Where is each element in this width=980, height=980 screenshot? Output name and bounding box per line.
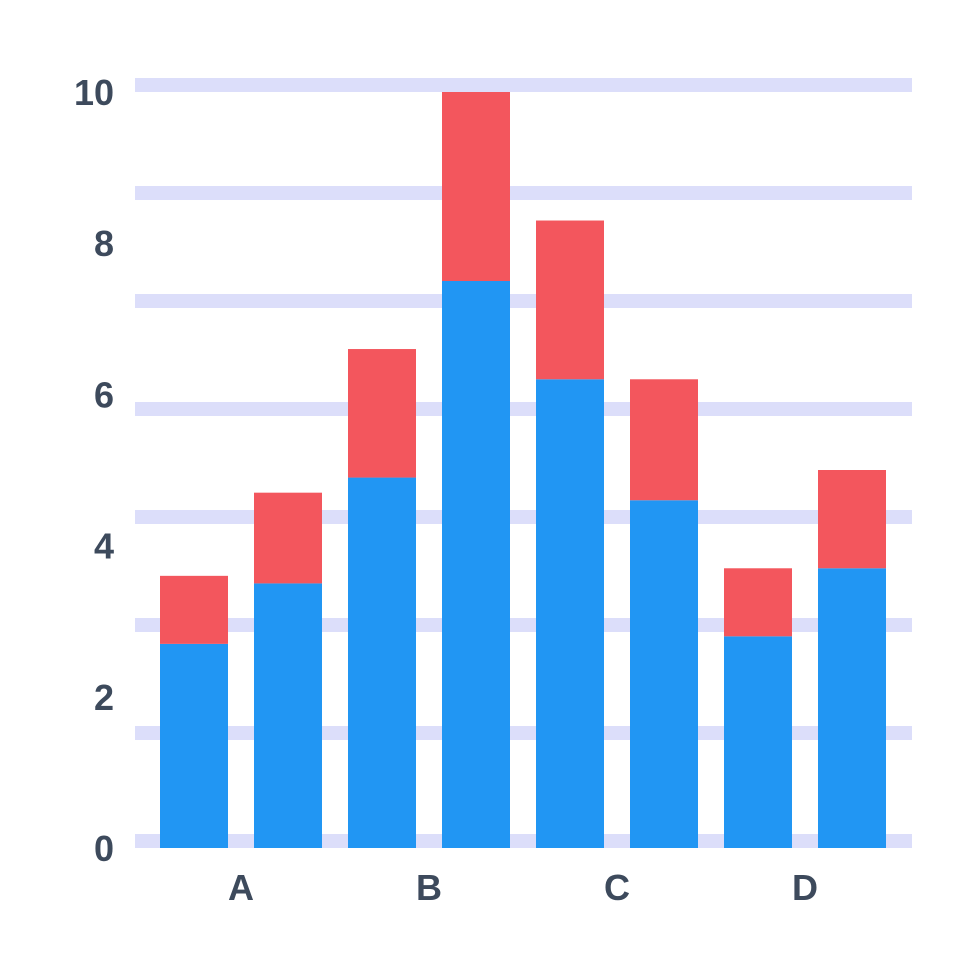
bar-segment-upper [724, 568, 792, 637]
bars [160, 92, 886, 848]
bar-segment-upper [348, 349, 416, 478]
x-axis-labels: A B C D [228, 867, 818, 908]
bar-segment-upper [254, 492, 322, 584]
bar-segment-upper [630, 379, 698, 501]
bar-segment-upper [818, 470, 886, 569]
x-category-label: C [604, 867, 630, 908]
y-axis-ticks: 0 2 4 6 8 10 [74, 72, 114, 869]
gridlines [135, 78, 912, 848]
gridline [135, 510, 912, 524]
y-tick-label: 0 [94, 828, 114, 869]
x-category-label: D [792, 867, 818, 908]
bar-segment-upper [536, 220, 604, 380]
bar-segment-lower [254, 583, 322, 848]
gridline [135, 834, 912, 848]
gridline [135, 294, 912, 308]
y-tick-label: 8 [94, 223, 114, 264]
gridline [135, 402, 912, 416]
bar-segment-lower [442, 281, 510, 848]
bar-segment-upper [442, 92, 510, 281]
y-tick-label: 2 [94, 677, 114, 718]
gridline [135, 186, 912, 200]
bar-segment-lower [536, 379, 604, 848]
y-tick-label: 10 [74, 72, 114, 113]
bar-segment-lower [818, 568, 886, 848]
gridline [135, 726, 912, 740]
bar-segment-lower [160, 643, 228, 848]
y-tick-label: 4 [94, 526, 114, 567]
bar-segment-lower [348, 477, 416, 848]
gridline [135, 78, 912, 92]
x-category-label: A [228, 867, 254, 908]
y-tick-label: 6 [94, 374, 114, 415]
bar-segment-upper [160, 575, 228, 644]
bar-segment-lower [724, 636, 792, 848]
x-category-label: B [416, 867, 442, 908]
gridline [135, 618, 912, 632]
bar-segment-lower [630, 500, 698, 848]
